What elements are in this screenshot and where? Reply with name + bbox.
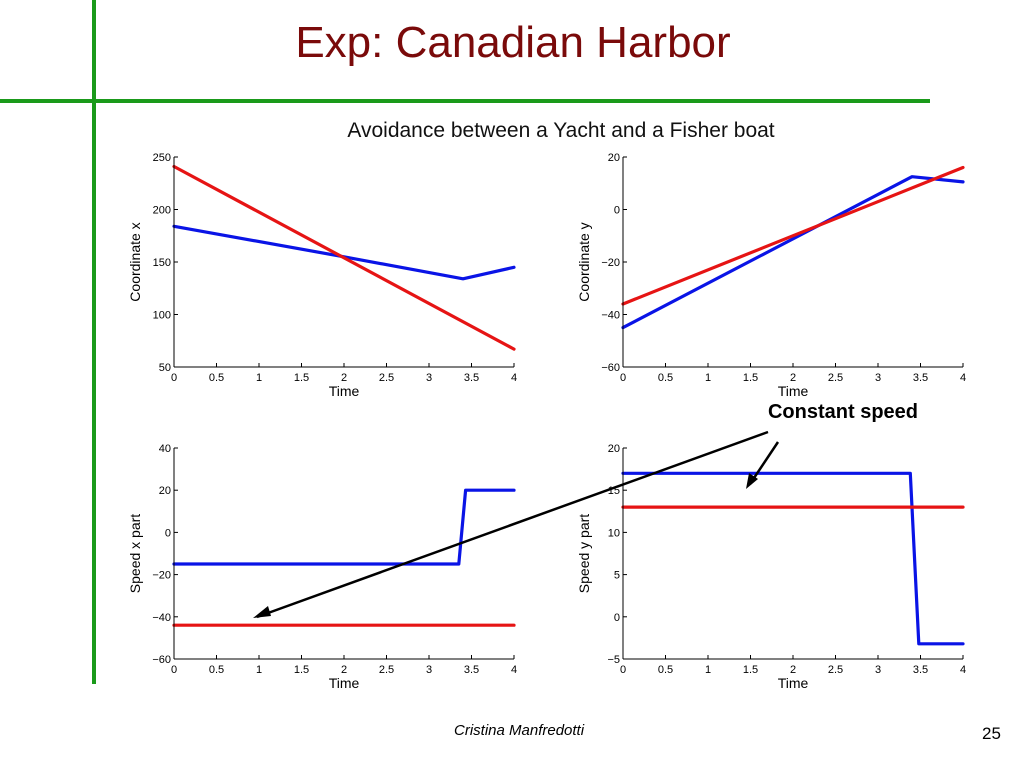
chart-1-y-tick-label: 100 xyxy=(153,310,171,322)
chart-2-x-tick-label: 0.5 xyxy=(658,372,673,384)
chart-3-y-axis-label: Speed x part xyxy=(127,514,143,593)
chart-4-x-tick-label: 2.5 xyxy=(828,664,843,676)
chart-3-x-tick-label: 3 xyxy=(426,664,432,676)
chart-1-y-tick-label: 150 xyxy=(153,257,171,269)
chart-3-y-tick-label: −40 xyxy=(152,612,171,624)
chart-2-x-tick-label: 2.5 xyxy=(828,372,843,384)
chart-2-x-tick-label: 4 xyxy=(960,372,966,384)
chart-2-x-tick-label: 1 xyxy=(705,372,711,384)
horizontal-rule-line xyxy=(0,99,930,103)
chart-2-series-2-line xyxy=(621,165,965,306)
chart-1-x-tick-label: 0 xyxy=(171,372,177,384)
chart-3-x-tick-label: 2 xyxy=(341,664,347,676)
chart-3-x-tick-label: 0 xyxy=(171,664,177,676)
chart-4-x-tick-label: 0 xyxy=(620,664,626,676)
chart-1-x-tick-label: 1 xyxy=(256,372,262,384)
annotation-arrowhead-short xyxy=(746,473,758,489)
chart-2-y-tick-label: −60 xyxy=(601,362,620,374)
chart-2-x-axis-label: Time xyxy=(778,383,809,399)
chart-3-series-1-line xyxy=(172,488,516,566)
chart-4-x-tick-label: 1 xyxy=(705,664,711,676)
chart-3-x-tick-label: 2.5 xyxy=(379,664,394,676)
chart-3-y-tick-label: −60 xyxy=(152,654,171,666)
chart-2-x-tick-label: 0 xyxy=(620,372,626,384)
chart-3-x-tick-label: 3.5 xyxy=(464,664,479,676)
chart-2-y-tick-label: 0 xyxy=(614,205,620,217)
chart-2: 0 0.5 1 1.5 2 2.5 3 3.5 4 −60 −40 −20 0 20 Time Coordin… xyxy=(576,152,966,399)
chart-4-series-1-line xyxy=(621,471,965,646)
chart-1-x-tick-label: 3 xyxy=(426,372,432,384)
footer-author: Cristina Manfredotti xyxy=(454,722,585,739)
chart-4-y-axis-label: Speed y part xyxy=(576,514,592,593)
chart-3-y-tick-label: 0 xyxy=(165,527,171,539)
chart-4-y-tick-label: 0 xyxy=(614,612,620,624)
chart-4-x-tick-label: 4 xyxy=(960,664,966,676)
chart-1-x-tick-label: 1.5 xyxy=(294,372,309,384)
chart-4-x-axis-label: Time xyxy=(778,675,809,691)
chart-2-y-tick-label: −20 xyxy=(601,257,620,269)
chart-1-y-tick-label: 250 xyxy=(153,152,171,164)
slide-title: Exp: Canadian Harbor xyxy=(295,18,731,67)
chart-4-y-tick-label: −5 xyxy=(607,654,620,666)
annotation-constant-speed: Constant speed xyxy=(768,401,918,423)
chart-3-y-tick-label: 20 xyxy=(159,485,171,497)
chart-3-y-tick-label: 40 xyxy=(159,443,171,455)
chart-3: 0 0.5 1 1.5 2 2.5 3 3.5 4 −60 −40 −20 0 20 40 Time Speed… xyxy=(127,443,517,691)
chart-4-x-tick-label: 3 xyxy=(875,664,881,676)
chart-4-x-tick-label: 2 xyxy=(790,664,796,676)
chart-1-x-axis-label: Time xyxy=(329,383,360,399)
chart-2-y-tick-label: 20 xyxy=(608,152,620,164)
chart-4-y-tick-label: 20 xyxy=(608,443,620,455)
chart-1-series-1-line xyxy=(172,224,516,281)
annotation-group: Constant speed xyxy=(253,401,918,619)
chart-3-x-tick-label: 0.5 xyxy=(209,664,224,676)
chart-1: 0 0.5 1 1.5 2 2.5 3 3.5 4 50 100 150 200 250 Time Coord… xyxy=(127,152,517,399)
chart-4-x-tick-label: 0.5 xyxy=(658,664,673,676)
chart-1-x-tick-label: 4 xyxy=(511,372,517,384)
chart-1-x-tick-label: 2 xyxy=(341,372,347,384)
chart-3-x-tick-label: 1.5 xyxy=(294,664,309,676)
annotation-arrowhead-long xyxy=(253,606,271,618)
chart-1-x-tick-label: 3.5 xyxy=(464,372,479,384)
chart-2-series-1-line xyxy=(621,175,965,330)
page-number: 25 xyxy=(982,724,1001,743)
chart-3-x-tick-label: 1 xyxy=(256,664,262,676)
chart-4-x-tick-label: 3.5 xyxy=(913,664,928,676)
chart-1-y-tick-label: 200 xyxy=(153,205,171,217)
figure-title: Avoidance between a Yacht and a Fisher b… xyxy=(347,119,774,142)
chart-2-x-tick-label: 3.5 xyxy=(913,372,928,384)
annotation-arrow-long xyxy=(256,430,769,619)
chart-2-x-tick-label: 3 xyxy=(875,372,881,384)
chart-1-x-tick-label: 2.5 xyxy=(379,372,394,384)
chart-1-y-tick-label: 50 xyxy=(159,362,171,374)
chart-2-y-axis-label: Coordinate y xyxy=(576,222,592,301)
chart-2-x-tick-label: 1.5 xyxy=(743,372,758,384)
chart-4-x-tick-label: 1.5 xyxy=(743,664,758,676)
vertical-rule-line xyxy=(92,0,96,684)
chart-3-x-tick-label: 4 xyxy=(511,664,517,676)
chart-2-x-tick-label: 2 xyxy=(790,372,796,384)
chart-1-series-2-line xyxy=(172,164,516,351)
chart-4-y-tick-label: 10 xyxy=(608,527,620,539)
chart-1-x-tick-label: 0.5 xyxy=(209,372,224,384)
chart-3-y-tick-label: −20 xyxy=(152,570,171,582)
chart-1-y-axis-label: Coordinate x xyxy=(127,222,143,301)
chart-2-y-tick-label: −40 xyxy=(601,310,620,322)
chart-3-x-axis-label: Time xyxy=(329,675,360,691)
chart-4-y-tick-label: 5 xyxy=(614,570,620,582)
